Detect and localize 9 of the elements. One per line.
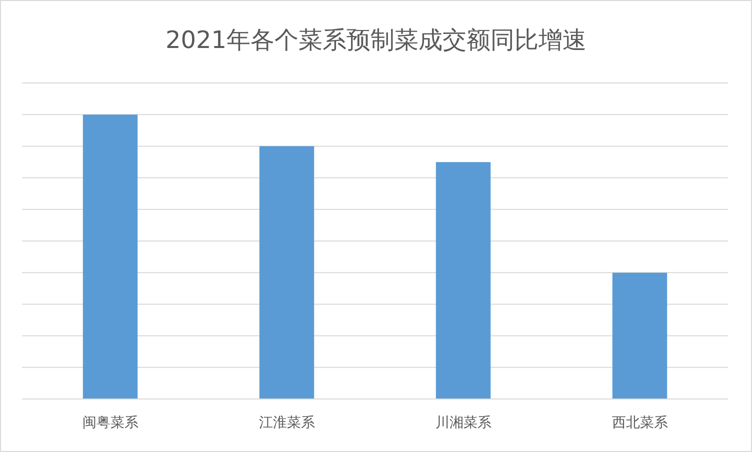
bar: [612, 272, 668, 399]
bar: [259, 146, 314, 399]
x-tick-label: 川湘菜系: [435, 414, 492, 431]
bar: [82, 114, 138, 399]
chart-title: 2021年各个菜系预制菜成交额同比增速: [165, 26, 587, 54]
x-tick-label: 闽粤菜系: [82, 414, 138, 431]
x-tick-label: 西北菜系: [612, 414, 668, 431]
bar: [436, 162, 491, 399]
x-tick-label: 江淮菜系: [258, 414, 315, 431]
